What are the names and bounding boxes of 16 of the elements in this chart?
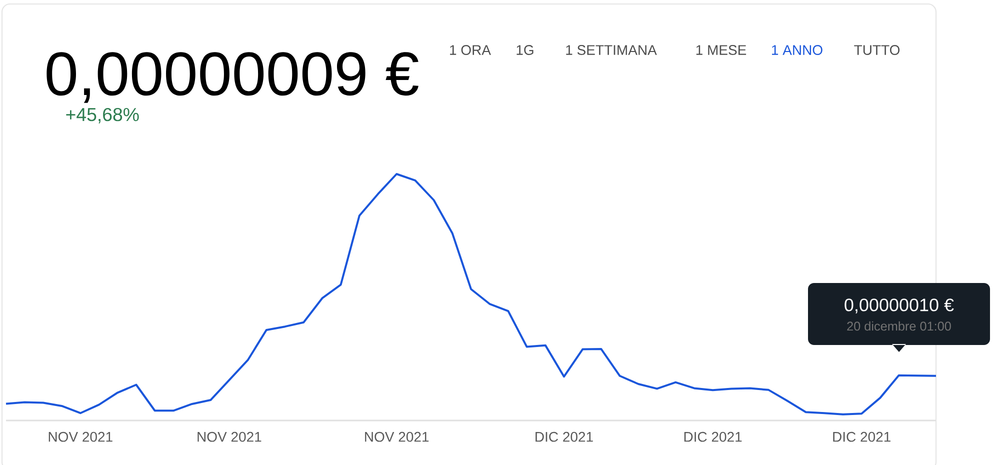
chart-title: 0,00000009 € xyxy=(46,52,418,103)
text: 1G xyxy=(516,45,534,55)
chart-subtitle: +45,68% xyxy=(66,108,139,124)
text: 1 ANNO xyxy=(772,45,822,55)
x-tick-label: NOV 2021 xyxy=(198,432,262,442)
text: 1 ORA xyxy=(450,45,491,55)
annotation: 0,00000010 € xyxy=(844,298,954,314)
x-tick-label: DIC 2021 xyxy=(536,432,593,442)
text: 1 MESE xyxy=(696,45,746,55)
x-tick-label: DIC 2021 xyxy=(833,432,890,442)
x-tick-label: NOV 2021 xyxy=(365,432,429,442)
text: 1 SETTIMANA xyxy=(566,45,657,55)
annotation: 20 dicembre 01:00 xyxy=(847,321,951,331)
x-tick-label: NOV 2021 xyxy=(48,432,112,442)
text: TUTTO xyxy=(854,45,900,55)
x-tick-label: DIC 2021 xyxy=(684,432,742,442)
